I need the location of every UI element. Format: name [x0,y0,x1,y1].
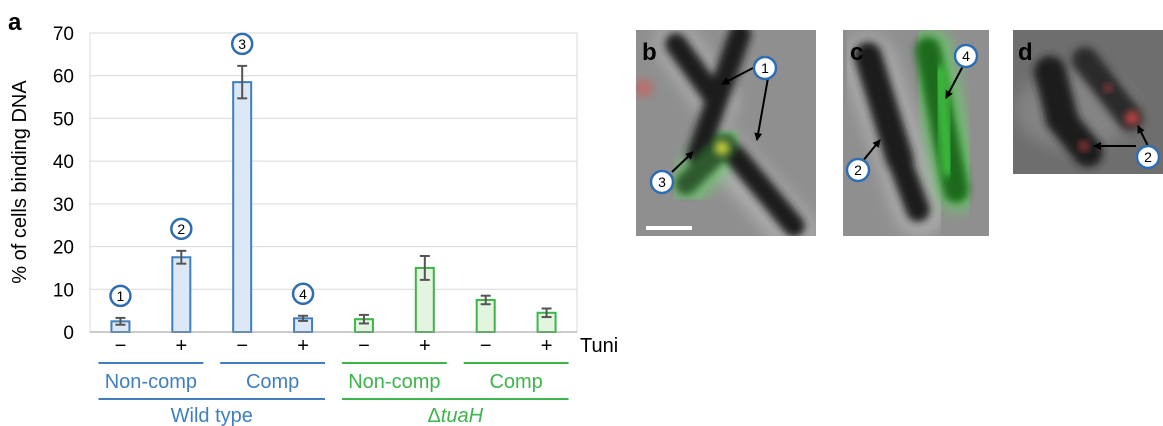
svg-text:2: 2 [1144,149,1152,165]
strain-label-mutant: ΔtuaH [427,405,483,426]
y-tick-label: 70 [53,24,74,45]
tuni-sign: − [480,335,492,357]
bar [232,81,253,333]
group-labels: Non-comp Comp Non-comp Comp Wild type ΔtuaH [98,362,569,426]
tuni-sign: + [541,335,553,357]
y-tick-label: 40 [53,152,74,173]
tuni-sign: + [297,335,309,357]
annotation-circle [109,284,132,308]
callout-4: 4 [953,43,979,69]
bar-annotation: 2 [170,217,193,241]
tuni-sign: − [358,335,370,357]
svg-text:4: 4 [962,48,970,64]
bars [110,81,557,334]
annotation-circle [291,282,315,306]
annotation-number: 1 [117,288,125,304]
svg-text:3: 3 [658,174,666,190]
bar-chart: 0 10 20 30 40 50 60 70 % of cells binding DNA 1… [9,24,618,426]
bar-annotation: 1 [109,284,132,308]
y-axis-label: % of cells binding DNA [9,80,31,284]
bar-annotation: 3 [230,32,254,56]
bar-annotation: 4 [291,282,315,306]
error-bars [115,64,552,326]
panel-label-c: c [850,39,863,66]
tuni-sign: − [236,335,248,357]
svg-text:1: 1 [761,60,769,76]
strain-label-wt: Wild type [171,405,253,426]
tuni-sign: + [419,335,431,357]
y-tick-label: 20 [53,238,74,259]
panel-label-d: d [1018,39,1033,66]
panel-label-a: a [8,9,22,36]
y-tick-label: 60 [53,67,74,88]
annotation-number: 4 [299,286,307,302]
tuni-label: Tuni [580,335,618,357]
bar-annotations: 1 2 3 4 [109,32,315,308]
y-tick-label: 50 [53,109,74,130]
group-label: Comp [246,371,299,393]
callout-2: 2 [845,157,871,183]
tuni-row: − + − + − + − + [115,335,553,357]
plot-frame [89,32,578,333]
group-label: Non-comp [348,371,440,393]
y-tick-label: 30 [53,195,74,216]
chart-gridlines [90,32,577,290]
micrograph-d: d 2 [1013,30,1163,174]
micrograph-c: c 4 2 [843,30,989,236]
annotation-circle [230,32,254,56]
callout-2: 2 [1135,144,1161,170]
tuni-sign: + [175,335,187,357]
y-tick-label: 10 [53,280,74,301]
micrograph-b: b 1 3 [636,30,816,236]
annotation-circle [170,217,193,241]
bar [171,256,192,333]
svg-text:2: 2 [854,162,862,178]
tuni-sign: − [115,335,127,357]
group-label: Non-comp [105,371,197,393]
annotation-number: 3 [238,36,246,52]
group-label: Comp [489,371,542,393]
callout-1: 1 [752,55,778,81]
y-tick-label: 0 [63,323,74,344]
panel-label-b: b [642,39,657,66]
y-axis-ticks: 0 10 20 30 40 50 60 70 [53,24,74,344]
annotation-number: 2 [177,221,185,237]
callout-3: 3 [649,169,675,195]
